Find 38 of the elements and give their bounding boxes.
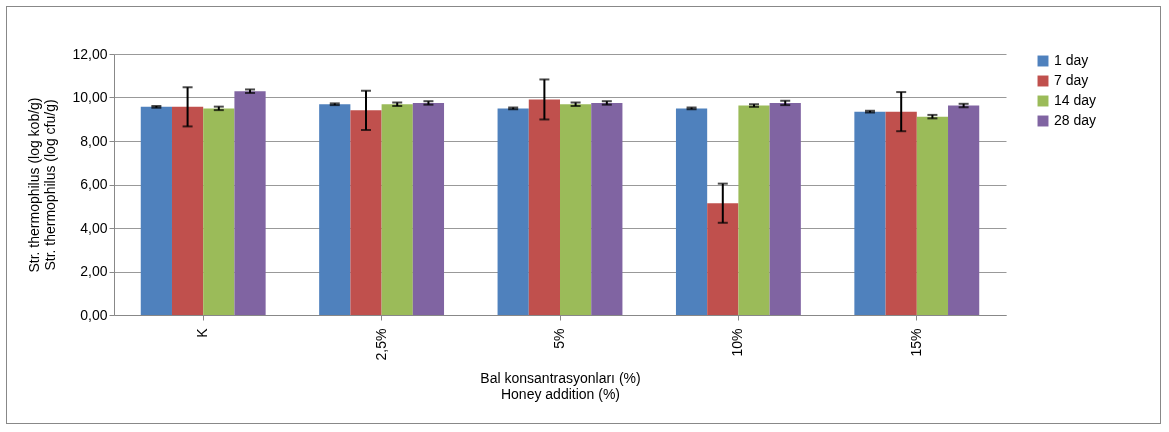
bar [171, 106, 204, 315]
bar [560, 104, 592, 315]
y-tick-label: 12,00 [72, 45, 108, 62]
bar [497, 108, 529, 315]
x-tick-label: 5% [551, 328, 567, 349]
bar [381, 104, 413, 315]
legend-label: 14 day [1054, 92, 1097, 108]
bar [885, 111, 917, 315]
y-tick-label: 0,00 [80, 306, 108, 323]
y-axis-title: Str. thermophilus (log kob/g) Str. thermophilus (log cfu/g) [26, 97, 59, 273]
bar [738, 105, 770, 315]
bar [140, 106, 172, 315]
y-tick-label: 10,00 [72, 89, 108, 105]
y-tick-label: 8,00 [80, 132, 108, 149]
bar [854, 111, 886, 315]
bar [916, 116, 949, 315]
bar [769, 102, 801, 315]
legend-label: 28 day [1054, 112, 1097, 128]
legend-label: 1 day [1054, 52, 1089, 68]
x-tick-label: 15% [907, 328, 924, 357]
bar [707, 203, 739, 315]
legend-label: 7 day [1054, 72, 1089, 88]
bar [203, 108, 235, 315]
x-axis-title: Bal konsantrasyonları (%) Honey addition (%) [480, 370, 641, 403]
y-tick-label: 2,00 [80, 263, 108, 279]
bar [528, 99, 560, 315]
bar [412, 102, 445, 315]
bar [319, 104, 351, 315]
bar [948, 105, 980, 315]
x-tick-label: 2,5% [372, 328, 389, 361]
y-tick-label: 4,00 [80, 219, 108, 236]
bar [234, 91, 266, 315]
x-tick-label: K [194, 327, 211, 338]
bar [591, 102, 623, 315]
bar [675, 108, 708, 315]
bar [350, 110, 382, 315]
x-tick-label: 10% [729, 328, 746, 357]
y-tick-label: 6,00 [80, 176, 108, 192]
